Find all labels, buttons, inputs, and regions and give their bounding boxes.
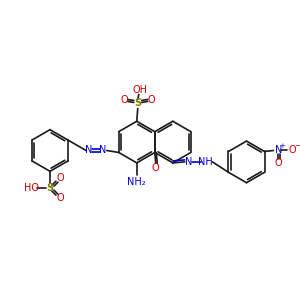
Text: O: O [56, 173, 64, 183]
Text: O: O [148, 95, 155, 105]
Text: N: N [185, 157, 192, 167]
Text: HO: HO [24, 183, 39, 193]
Text: O: O [120, 95, 128, 105]
Text: OH: OH [132, 85, 147, 94]
Text: NH: NH [198, 157, 213, 167]
Text: S: S [46, 183, 53, 193]
Text: N: N [85, 146, 93, 155]
Text: S: S [134, 98, 141, 108]
Text: +: + [279, 142, 285, 148]
Text: N: N [275, 146, 282, 155]
Text: O: O [152, 163, 160, 173]
Text: O: O [274, 158, 282, 168]
Text: N: N [99, 146, 106, 155]
Text: O: O [56, 193, 64, 203]
Text: −: − [294, 141, 300, 150]
Text: NH₂: NH₂ [128, 177, 146, 187]
Text: O: O [289, 146, 296, 155]
